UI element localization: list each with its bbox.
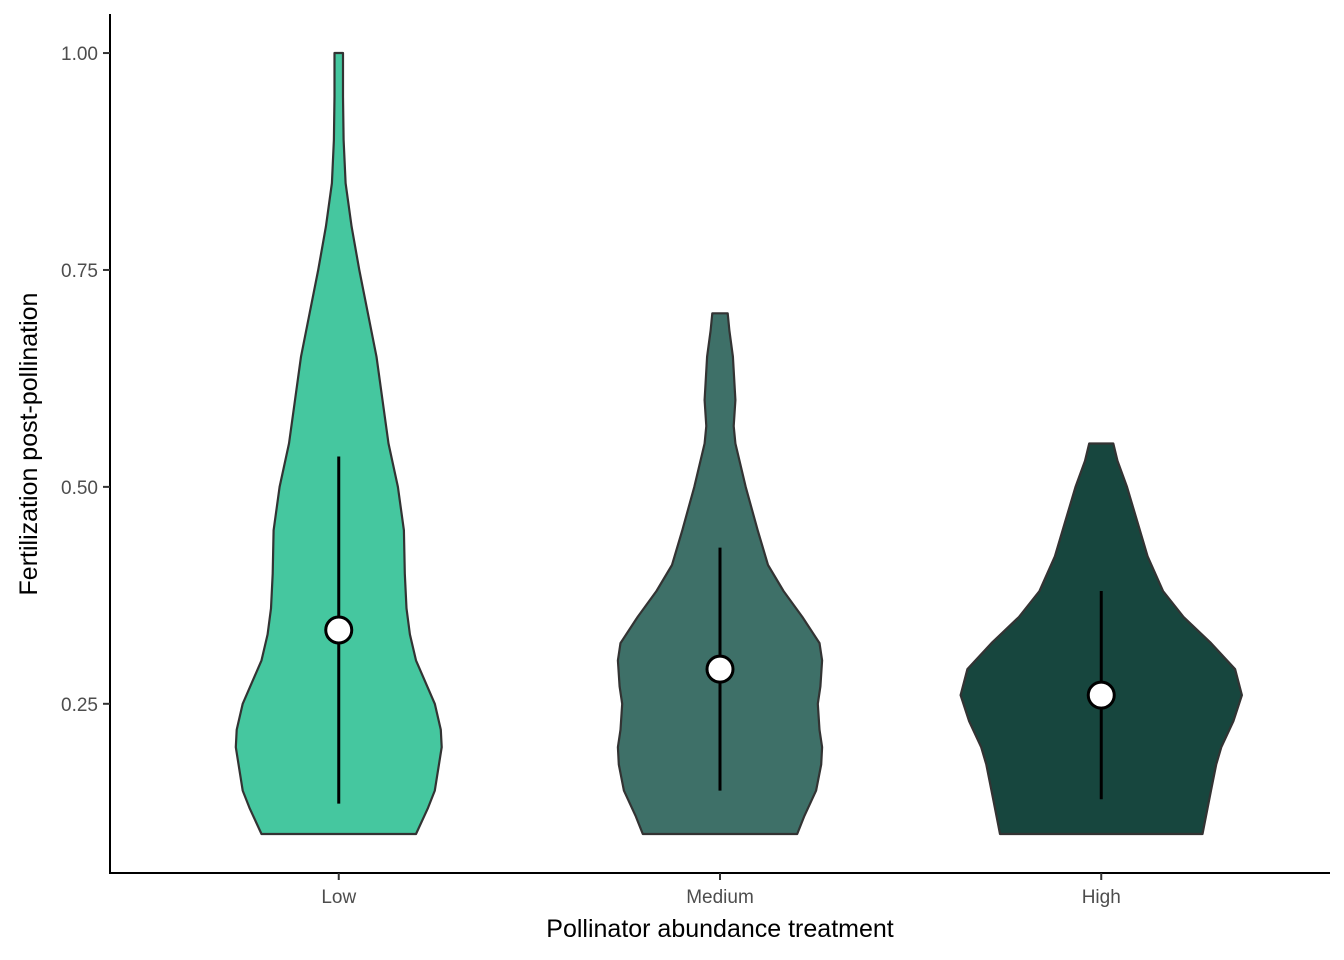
y-tick-label: 0.75 — [61, 261, 98, 282]
y-axis-ticks: 0.25 0.50 0.75 1.00 — [61, 44, 110, 716]
violin-low — [234, 51, 443, 836]
mean-point-medium — [705, 654, 735, 684]
y-tick-label: 0.25 — [61, 695, 98, 716]
x-tick-label: Low — [321, 887, 356, 908]
y-axis-title: Fertilization post-pollination — [15, 293, 43, 596]
y-tick-label: 1.00 — [61, 44, 98, 65]
mean-point-high — [1086, 680, 1116, 710]
mean-point-low — [324, 615, 354, 645]
x-tick-label: High — [1082, 887, 1121, 908]
mean-point-layer — [324, 615, 1116, 710]
y-tick-label: 0.50 — [61, 478, 98, 499]
x-tick-label: Medium — [686, 887, 754, 908]
x-axis-ticks: Low Medium High — [321, 873, 1121, 908]
x-axis-title: Pollinator abundance treatment — [546, 915, 894, 943]
